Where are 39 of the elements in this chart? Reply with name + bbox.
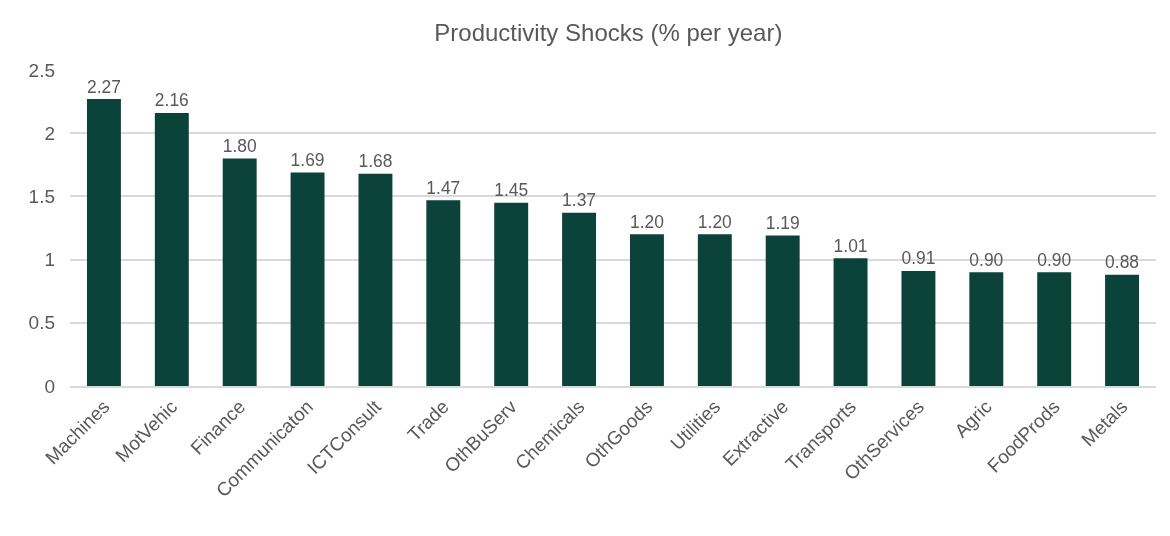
- data-label: 0.90: [1037, 249, 1072, 270]
- y-tick-label: 1: [44, 249, 55, 271]
- bar: [765, 235, 800, 386]
- data-label: 1.69: [290, 149, 325, 170]
- data-label: 1.47: [426, 177, 461, 198]
- y-tick-label: 1.5: [28, 186, 55, 208]
- bar: [969, 272, 1004, 386]
- bar: [697, 234, 732, 386]
- data-label: 1.45: [494, 180, 529, 201]
- data-label: 0.90: [969, 249, 1004, 270]
- data-label: 0.91: [901, 248, 936, 269]
- bar: [290, 172, 325, 386]
- bar: [629, 234, 664, 386]
- data-label: 1.20: [629, 211, 665, 232]
- bar: [1105, 274, 1140, 386]
- chart-title: Productivity Shocks (% per year): [434, 18, 783, 46]
- bar: [494, 202, 529, 386]
- data-label: 2.27: [86, 76, 121, 97]
- y-tick-label: 0: [44, 375, 55, 397]
- bar: [901, 270, 936, 386]
- data-label: 1.37: [562, 190, 597, 211]
- data-label: 1.80: [222, 135, 257, 156]
- data-label: 1.20: [697, 211, 733, 232]
- data-label: 2.16: [154, 90, 189, 111]
- data-label: 0.88: [1105, 252, 1140, 273]
- data-label: 1.19: [765, 213, 800, 234]
- bar: [358, 173, 393, 386]
- data-label: 1.68: [358, 151, 393, 172]
- y-tick-label: 2: [44, 122, 55, 144]
- bar: [426, 200, 461, 386]
- data-label: 1.01: [833, 235, 868, 256]
- bar: [222, 158, 257, 386]
- bar: [1037, 272, 1072, 386]
- y-tick-label: 2.5: [28, 59, 55, 81]
- bar: [562, 212, 597, 386]
- bar: [154, 112, 189, 386]
- y-tick-label: 0.5: [28, 312, 55, 334]
- bar: [86, 99, 121, 386]
- bar: [833, 258, 868, 386]
